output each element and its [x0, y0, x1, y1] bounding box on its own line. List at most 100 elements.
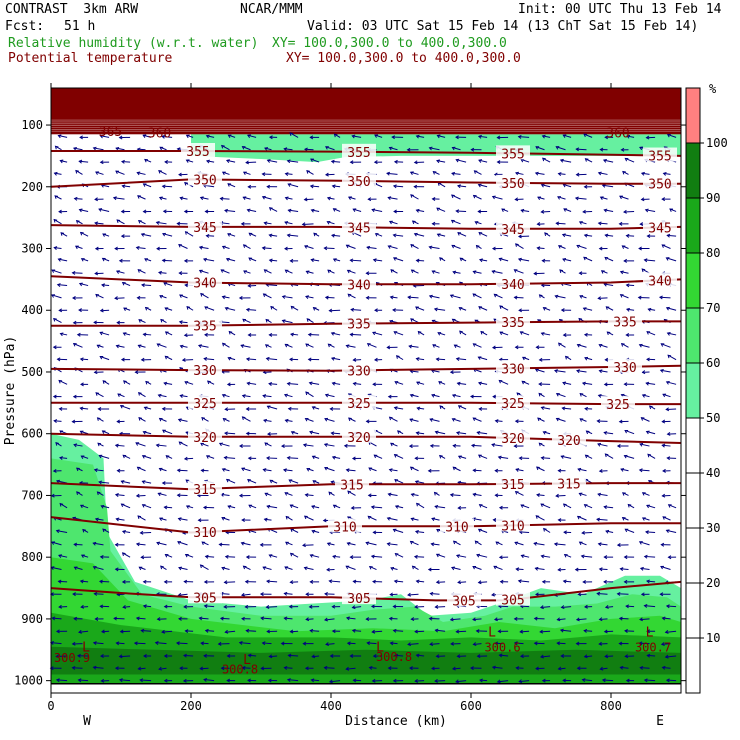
wind-vector-head — [661, 665, 666, 670]
wind-vector — [408, 296, 419, 299]
wind-vector-head — [616, 591, 621, 596]
wind-vector-head — [559, 158, 564, 163]
y-tick-label: 400 — [21, 303, 43, 317]
wind-vector-head — [72, 320, 77, 325]
wind-vector-head — [57, 257, 62, 262]
wind-vector-head — [305, 295, 309, 300]
wind-vector-head — [332, 208, 337, 212]
wind-vector-head — [618, 419, 623, 424]
wind-vector — [639, 443, 650, 447]
wind-vector — [58, 135, 68, 138]
wind-vector — [115, 444, 125, 447]
wind-vector-head — [102, 233, 107, 237]
wind-vector-head — [289, 132, 294, 136]
wind-vector-head — [555, 221, 560, 226]
wind-vector-head — [439, 405, 444, 410]
wind-vector — [478, 528, 488, 533]
wind-vector-head — [283, 147, 288, 152]
wind-vector-head — [135, 616, 140, 621]
wind-vector — [540, 606, 551, 609]
wind-vector — [640, 567, 650, 571]
wind-vector-head — [366, 245, 371, 250]
wind-vector — [263, 566, 272, 571]
wind-vector — [604, 209, 614, 212]
wind-vector — [246, 630, 257, 632]
wind-vector-head — [284, 221, 289, 225]
wind-vector-head — [79, 357, 84, 362]
wind-vector — [137, 172, 146, 175]
wind-vector-head — [438, 381, 443, 385]
wind-vector-head — [496, 679, 501, 684]
wind-vector — [624, 429, 635, 435]
theta-label-315: 315 — [340, 478, 363, 493]
wind-vector — [54, 247, 62, 250]
wind-vector-head — [644, 208, 649, 213]
wind-vector-head — [625, 678, 630, 683]
wind-vector-head — [183, 604, 188, 609]
wind-vector-head — [392, 233, 397, 238]
wind-vector — [140, 679, 152, 682]
wind-vector-head — [616, 444, 621, 448]
wind-vector-head — [98, 454, 103, 459]
wind-vector — [310, 554, 320, 558]
wind-vector — [247, 134, 257, 138]
wind-vector-head — [513, 444, 518, 449]
theta-label-bg — [496, 430, 530, 445]
wind-vector-head — [597, 296, 602, 301]
wind-vector-head — [142, 332, 147, 337]
wind-vector-head — [176, 493, 181, 498]
wind-vector-head — [226, 382, 231, 387]
wind-vector-head — [457, 580, 462, 585]
theta-label-350: 350 — [347, 175, 370, 190]
wind-vector-head — [238, 295, 243, 300]
wind-vector-head — [645, 381, 650, 386]
wind-vector-head — [368, 566, 373, 570]
wind-vector — [142, 480, 152, 484]
wind-vector-head — [247, 184, 252, 189]
wind-vector-head — [123, 307, 127, 311]
theta-label-bg — [601, 396, 635, 411]
wind-vector-head — [538, 442, 543, 447]
wind-vector — [666, 257, 677, 262]
wind-vector — [331, 234, 341, 237]
wind-vector-head — [370, 505, 375, 510]
wind-vector-head — [597, 542, 602, 547]
theta-label-305: 305 — [452, 594, 475, 609]
wind-vector-head — [392, 628, 397, 633]
wind-vector — [561, 606, 572, 608]
wind-vector-head — [616, 543, 621, 547]
wind-vector-head — [58, 554, 62, 558]
wind-vector — [535, 567, 545, 571]
wind-vector-head — [370, 604, 375, 609]
wind-vector — [287, 679, 299, 682]
wind-vector-head — [415, 579, 420, 584]
wind-vector-head — [648, 405, 653, 410]
wind-vector — [116, 518, 125, 521]
low-marker: L — [376, 641, 384, 656]
wind-vector-head — [582, 209, 587, 214]
wind-vector-head — [598, 567, 603, 572]
wind-vector — [262, 642, 272, 645]
wind-vector — [577, 344, 587, 348]
wind-vector — [575, 197, 587, 200]
wind-vector-head — [78, 282, 83, 287]
wind-vector — [220, 197, 230, 200]
wind-vector-head — [562, 333, 567, 337]
wind-vector — [639, 541, 650, 546]
wind-vector-head — [372, 530, 377, 535]
wind-vector-head — [576, 666, 581, 671]
wind-vector-head — [282, 468, 287, 473]
wind-vector-head — [598, 468, 603, 473]
wind-vector-head — [268, 258, 273, 263]
wind-vector-head — [240, 541, 245, 546]
wind-vector-head — [223, 580, 228, 585]
wind-vector-head — [372, 654, 377, 658]
wind-vector-head — [574, 196, 579, 201]
wind-vector-head — [366, 641, 371, 646]
theta-label-bg — [643, 175, 677, 190]
wind-vector — [224, 209, 236, 212]
wind-vector — [350, 333, 362, 336]
wind-vector-head — [392, 257, 397, 261]
theta-label-325: 325 — [347, 397, 370, 412]
wind-vector — [246, 161, 257, 164]
